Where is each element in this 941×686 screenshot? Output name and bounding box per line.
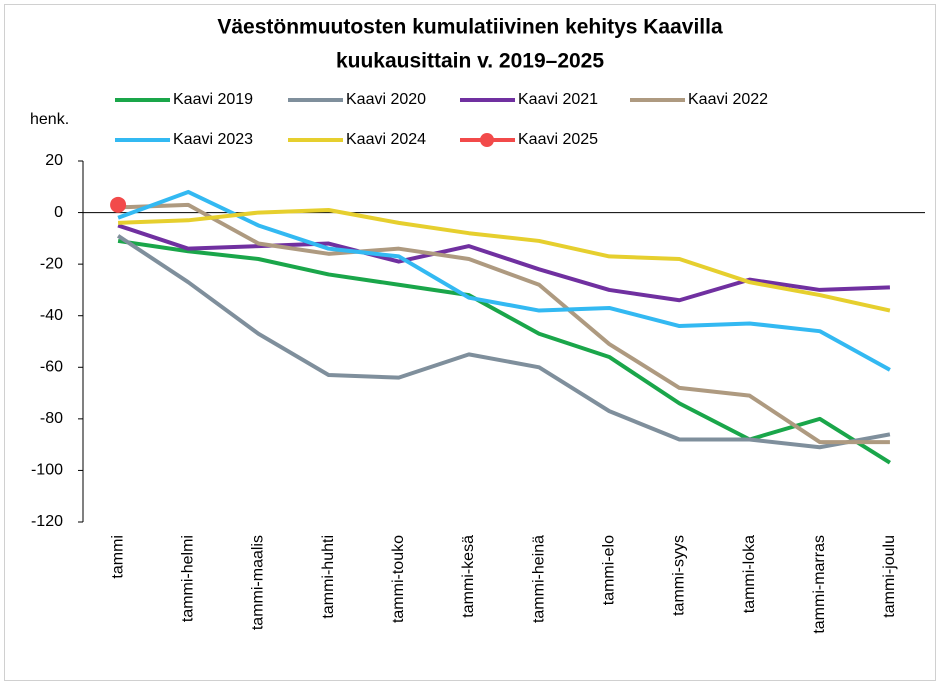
legend-label: Kaavi 2023 [173, 131, 253, 148]
x-tick-label: tammi-huhti [320, 535, 337, 619]
legend-label: Kaavi 2019 [173, 91, 253, 108]
series-line [117, 189, 891, 372]
y-tick-label: 0 [54, 204, 63, 221]
legend-label: Kaavi 2021 [518, 91, 598, 108]
legend-label: Kaavi 2020 [346, 91, 426, 108]
x-tick-label: tammi-heinä [530, 535, 547, 623]
y-tick-label: 20 [45, 152, 63, 169]
series-line [116, 234, 891, 450]
x-tick-label: tammi-maalis [250, 535, 267, 630]
x-tick-label: tammi-kesä [460, 535, 477, 618]
legend-label: Kaavi 2022 [688, 91, 768, 108]
legend-label: Kaavi 2024 [346, 131, 426, 148]
y-tick-label: -100 [31, 462, 63, 479]
x-tick-label: tammi-syys [671, 535, 688, 616]
chart-border [4, 4, 936, 681]
series-marker [110, 196, 127, 213]
series-line [117, 223, 890, 303]
y-tick-label: -40 [40, 307, 63, 324]
series-line [118, 202, 890, 445]
x-tick-label: tammi-elo [600, 535, 617, 605]
y-tick-label: -80 [40, 410, 63, 427]
y-tick-label: -120 [31, 513, 63, 530]
y-tick-label: -60 [40, 359, 63, 376]
x-tick-label: tammi-loka [741, 535, 758, 613]
x-tick-label: tammi-helmi [179, 535, 196, 622]
chart-title: kuukausittain v. 2019–2025 [336, 50, 604, 73]
x-tick-label: tammi-joulu [881, 535, 898, 618]
chart-title: Väestönmuutosten kumulatiivinen kehitys … [217, 16, 723, 39]
legend-marker [480, 133, 494, 147]
series-line [117, 238, 891, 465]
series-line [118, 207, 891, 313]
x-tick-label: tammi [109, 535, 126, 579]
x-tick-label: tammi-marras [811, 535, 828, 634]
legend-label: Kaavi 2025 [518, 131, 598, 148]
y-tick-label: -20 [40, 255, 63, 272]
y-axis-label: henk. [30, 111, 69, 128]
x-tick-label: tammi-touko [390, 535, 407, 623]
